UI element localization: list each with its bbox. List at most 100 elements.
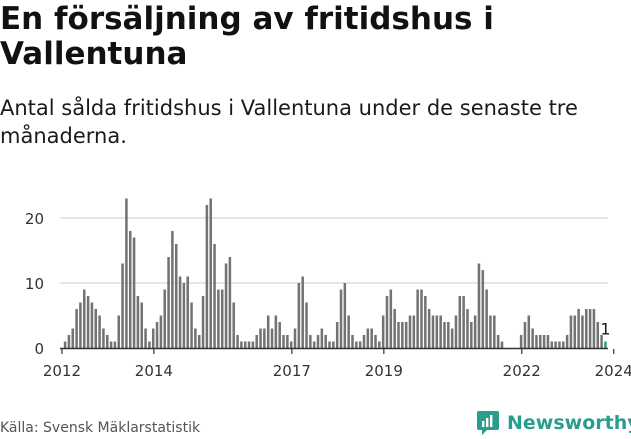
bar — [175, 244, 178, 348]
source-credit: Källa: Svensk Mäklarstatistik — [0, 420, 200, 436]
bar — [432, 316, 435, 349]
bar — [301, 277, 304, 349]
bar — [290, 342, 293, 349]
bar — [340, 290, 343, 349]
bar — [397, 322, 400, 348]
bar-series: 1 — [64, 199, 611, 349]
bar — [114, 342, 117, 349]
bar — [286, 335, 289, 348]
bar — [98, 316, 101, 349]
bar — [351, 335, 354, 348]
bar — [148, 342, 151, 349]
bar — [344, 283, 347, 348]
bar — [64, 342, 67, 349]
bar — [409, 316, 412, 349]
bar — [305, 303, 308, 349]
y-tick-label: 20 — [25, 210, 44, 228]
bar — [206, 205, 209, 348]
bar — [232, 303, 235, 349]
bar — [321, 329, 324, 349]
bar — [83, 290, 86, 349]
bar — [167, 257, 170, 348]
bar — [459, 296, 462, 348]
bar — [275, 316, 278, 349]
bar — [420, 290, 423, 349]
bar — [570, 316, 573, 349]
bar — [244, 342, 247, 349]
bar — [91, 303, 94, 349]
bar — [79, 303, 82, 349]
bar — [255, 335, 258, 348]
x-tick-label: 2022 — [503, 362, 541, 380]
bar — [68, 335, 71, 348]
newsworthy-icon — [476, 410, 500, 436]
bar — [110, 342, 113, 349]
bar — [386, 296, 389, 348]
bar — [566, 335, 569, 348]
bar — [328, 342, 331, 349]
chart-subtitle: Antal sålda fritidshus i Vallentuna unde… — [0, 94, 620, 150]
bar — [413, 316, 416, 349]
bar — [543, 335, 546, 348]
bar — [359, 342, 362, 349]
bar — [125, 199, 128, 349]
bar — [554, 342, 557, 349]
bar — [428, 309, 431, 348]
x-tick-label: 2024 — [595, 362, 631, 380]
bar — [259, 329, 262, 349]
bar — [539, 335, 542, 348]
bar — [593, 309, 596, 348]
bar — [367, 329, 370, 349]
bar — [163, 290, 166, 349]
bar — [447, 322, 450, 348]
bar — [382, 316, 385, 349]
bar — [102, 329, 105, 349]
bar — [581, 316, 584, 349]
bar — [455, 316, 458, 349]
bar — [424, 296, 427, 348]
bar — [462, 296, 465, 348]
bar — [183, 283, 186, 348]
bar — [535, 335, 538, 348]
bar — [194, 329, 197, 349]
bar — [313, 342, 316, 349]
bar — [171, 231, 174, 348]
bar — [528, 316, 531, 349]
bar — [551, 342, 554, 349]
bar — [129, 231, 132, 348]
newsworthy-logo: Newsworthy — [476, 409, 631, 437]
bar — [75, 309, 78, 348]
x-tick-label: 2014 — [135, 362, 173, 380]
bar — [160, 316, 163, 349]
bar — [531, 329, 534, 349]
bar — [282, 335, 285, 348]
bar-chart: 0 10 20 1 2012 2014 2017 2019 2022 2024 — [0, 170, 631, 388]
bar — [263, 329, 266, 349]
bar — [317, 335, 320, 348]
bar — [213, 244, 216, 348]
chart-title: En försäljning av fritidshus i Vallentun… — [0, 2, 620, 72]
bar — [248, 342, 251, 349]
bar — [401, 322, 404, 348]
bar — [190, 303, 193, 349]
bar — [355, 342, 358, 349]
bar — [236, 335, 239, 348]
bar — [87, 296, 90, 348]
bar — [482, 270, 485, 348]
bar — [390, 290, 393, 349]
bar — [520, 335, 523, 348]
bar — [121, 264, 124, 349]
bar — [94, 309, 97, 348]
bar — [186, 277, 189, 349]
bar — [524, 322, 527, 348]
bar — [140, 303, 143, 349]
bar — [156, 322, 159, 348]
bar — [217, 290, 220, 349]
bar — [577, 309, 580, 348]
bar — [416, 290, 419, 349]
bar — [574, 316, 577, 349]
bar — [271, 329, 274, 349]
x-tick-label: 2019 — [365, 362, 403, 380]
y-tick-label: 10 — [25, 275, 44, 293]
bar — [332, 342, 335, 349]
